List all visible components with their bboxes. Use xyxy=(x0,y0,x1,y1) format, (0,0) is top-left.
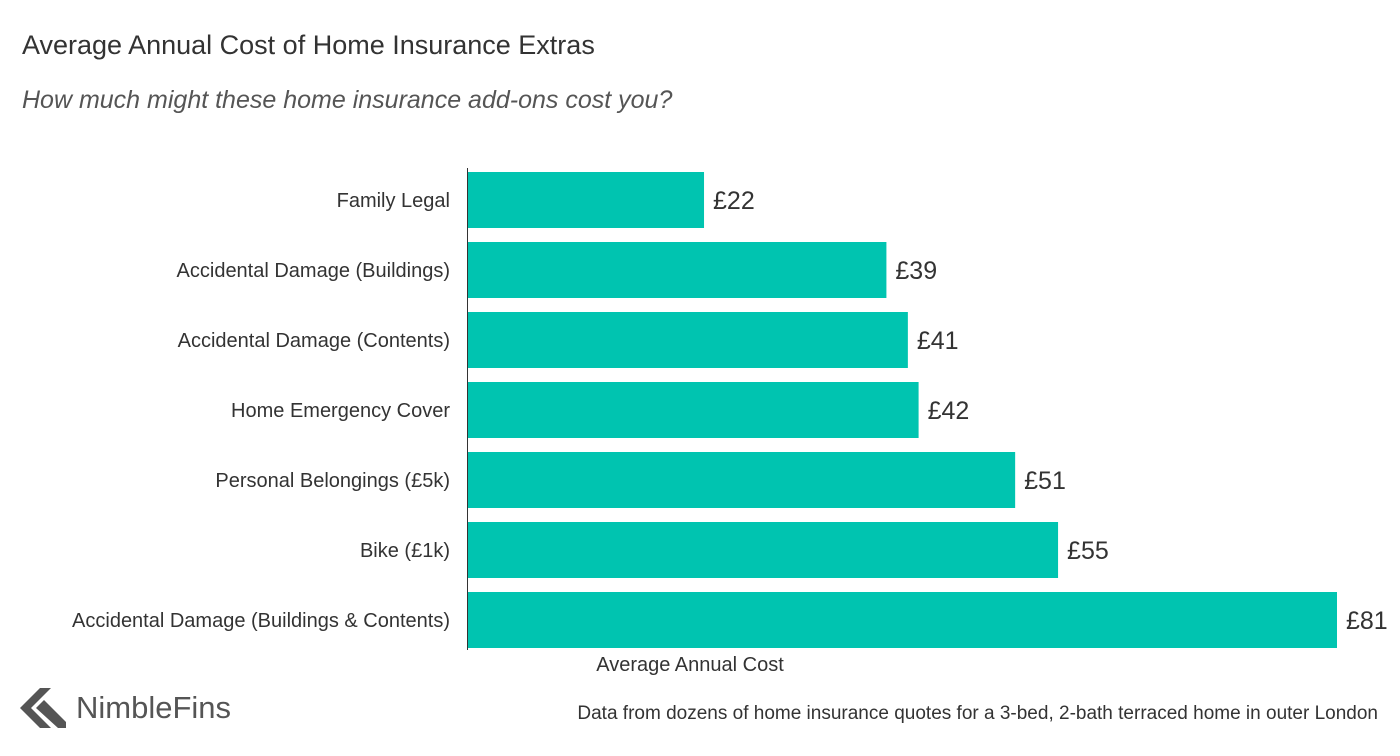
category-label: Personal Belongings (£5k) xyxy=(215,470,450,492)
data-label: £22 xyxy=(713,187,755,215)
data-label: £41 xyxy=(917,327,959,355)
category-label: Accidental Damage (Contents) xyxy=(178,330,450,352)
chart-title: Average Annual Cost of Home Insurance Ex… xyxy=(22,30,595,60)
bar xyxy=(468,382,919,438)
bar xyxy=(468,242,887,298)
data-label: £51 xyxy=(1024,467,1066,495)
category-label: Family Legal xyxy=(337,190,450,212)
category-label: Accidental Damage (Buildings) xyxy=(177,260,450,282)
bar xyxy=(468,522,1059,578)
data-label: £39 xyxy=(895,257,937,285)
category-label: Accidental Damage (Buildings & Contents) xyxy=(72,610,450,632)
category-label: Bike (£1k) xyxy=(360,540,450,562)
bar xyxy=(468,312,908,368)
bar xyxy=(468,592,1337,648)
nimblefins-logo: NimbleFins xyxy=(20,686,231,730)
bar xyxy=(468,452,1016,508)
bar xyxy=(468,172,705,228)
data-label: £55 xyxy=(1067,537,1109,565)
data-label: £81 xyxy=(1346,607,1388,635)
x-axis-title: Average Annual Cost xyxy=(596,654,784,676)
bars-group: Family Legal £22 Accidental Damage (Buildi… xyxy=(72,172,1388,648)
chart-subtitle: How much might these home insurance add-… xyxy=(22,86,673,114)
category-label: Home Emergency Cover xyxy=(231,400,450,422)
logo-text: NimbleFins xyxy=(76,690,232,725)
source-note: Data from dozens of home insurance quote… xyxy=(577,703,1378,724)
data-label: £42 xyxy=(928,397,970,425)
nimblefins-chevron-icon xyxy=(20,688,66,728)
